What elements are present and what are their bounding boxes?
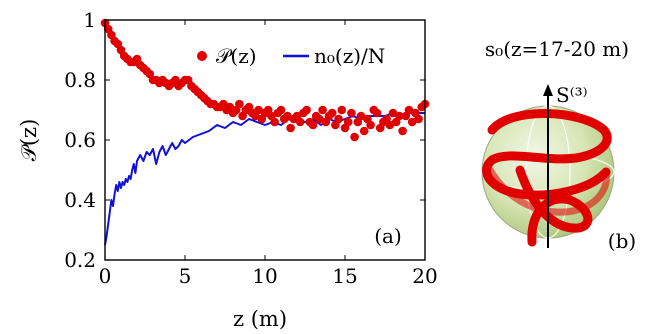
y-axis-label: 𝒫(z) [17, 119, 41, 162]
legend-label-scatter: 𝒫(z) [216, 44, 257, 68]
y-tick-label: 0.8 [64, 68, 96, 92]
scatter-point [404, 105, 414, 115]
scatter-point [407, 117, 417, 127]
scatter-point [350, 132, 359, 142]
legend: 𝒫(z) n₀(z)/N [197, 44, 385, 68]
scatter-point [395, 111, 404, 121]
scatter-point [398, 126, 407, 136]
panel-a-plot: 0 5 10 15 20 0.2 0.4 0.6 0.8 1 z (m) 𝒫(z) 𝒫(z) n₀… [17, 8, 438, 331]
scatter-point [385, 120, 395, 130]
panel-b-diagram: s₀(z=17-20 m) S⁽³⁾ (b) [481, 37, 636, 253]
scatter-point [283, 111, 292, 121]
x-tick-label: 10 [252, 264, 277, 288]
scatter-point [235, 99, 244, 109]
scatter-point [343, 117, 353, 127]
s3-axis-label: S⁽³⁾ [556, 83, 588, 107]
scatter-point [315, 114, 324, 124]
scatter-point [270, 117, 279, 127]
scatter-point [366, 120, 375, 130]
scatter-point [337, 105, 347, 115]
y-tick-label: 1 [83, 8, 96, 32]
scatter-point [347, 108, 356, 118]
trajectory-back [486, 166, 610, 216]
scatter-point [308, 120, 318, 130]
trajectory-lower-loop [515, 165, 593, 247]
tick-labels: 0 5 10 15 20 0.2 0.4 0.6 0.8 1 [64, 8, 438, 288]
scatter-point [254, 105, 263, 115]
scatter-point [372, 108, 382, 118]
panel-a-label: (a) [374, 224, 402, 248]
scatter-point [276, 105, 286, 115]
scatter-point [327, 108, 337, 118]
scatter-point [295, 117, 305, 127]
x-axis-label: z (m) [233, 307, 287, 331]
scatter-point [302, 105, 311, 115]
x-tick-label: 20 [412, 264, 437, 288]
s3-arrowhead [543, 84, 553, 96]
x-tick-label: 5 [179, 264, 192, 288]
x-tick-label: 15 [332, 264, 357, 288]
scatter-point [334, 114, 343, 124]
x-tick-label: 0 [99, 264, 112, 288]
legend-marker-scatter [197, 51, 207, 61]
scatter-point [359, 126, 369, 136]
panel-b-label: (b) [608, 229, 636, 253]
legend-label-line: n₀(z)/N [314, 44, 385, 68]
series-scatter-group [100, 18, 430, 142]
y-tick-label: 0.2 [64, 248, 96, 272]
scatter-point [286, 123, 295, 133]
scatter-point [414, 114, 423, 124]
polarization-trajectory [482, 109, 612, 247]
scatter-point [356, 111, 366, 121]
scatter-point [318, 105, 327, 115]
scatter-point [388, 108, 398, 118]
panel-b-title: s₀(z=17-20 m) [485, 37, 629, 61]
y-tick-label: 0.4 [64, 188, 96, 212]
y-tick-label: 0.6 [64, 128, 96, 152]
plot-frame [104, 19, 426, 261]
